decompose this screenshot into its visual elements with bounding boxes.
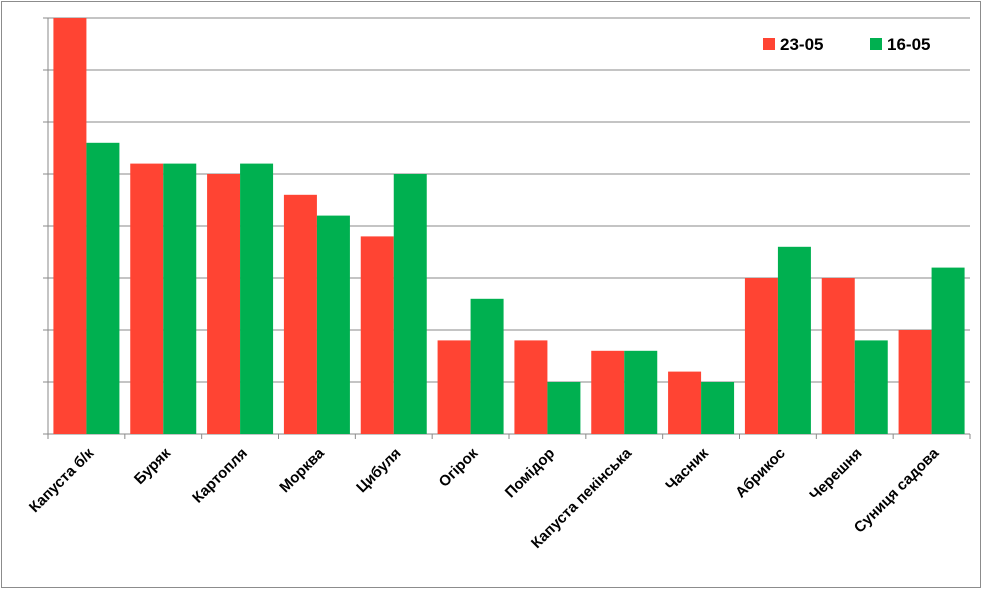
bar-16-05-8 — [701, 382, 735, 434]
x-tick-label: Капуста б/к — [26, 444, 98, 516]
x-tick-label: Абрикос — [732, 445, 789, 502]
x-tick-label: Огірок — [436, 444, 482, 490]
bar-16-05-7 — [624, 350, 658, 434]
x-tick-label: Черешня — [806, 445, 865, 504]
bar-16-05-3 — [316, 215, 350, 434]
bar-23-05-7 — [591, 350, 625, 434]
bar-16-05-0 — [86, 142, 120, 435]
x-tick-label: Цибуля — [353, 445, 404, 496]
x-tick-label: Суниця садова — [851, 444, 943, 536]
x-tick-label: Картопля — [189, 445, 251, 507]
bar-23-05-3 — [283, 194, 317, 434]
x-tick-label: Часник — [662, 444, 712, 494]
bar-23-05-8 — [668, 371, 702, 434]
x-tick-label: Буряк — [131, 444, 174, 487]
bar-16-05-6 — [547, 382, 581, 434]
legend-label-23-05: 23-05 — [780, 35, 823, 54]
bar-16-05-4 — [393, 174, 427, 434]
bar-23-05-5 — [437, 340, 471, 434]
bar-23-05-0 — [53, 18, 87, 434]
bars — [53, 18, 965, 435]
bar-16-05-5 — [470, 298, 504, 434]
x-tick-label: Помідор — [502, 445, 558, 501]
legend-swatch-23-05 — [763, 38, 775, 50]
legend-swatch-16-05 — [870, 38, 882, 50]
bar-16-05-11 — [931, 267, 965, 434]
legend: 23-05 16-05 — [763, 35, 930, 54]
bar-16-05-1 — [163, 163, 197, 434]
bar-23-05-10 — [821, 278, 855, 434]
legend-label-16-05: 16-05 — [887, 35, 930, 54]
bar-16-05-10 — [854, 340, 888, 434]
bar-23-05-2 — [207, 174, 241, 434]
gridlines — [48, 17, 970, 383]
bar-23-05-11 — [898, 330, 932, 434]
bar-16-05-2 — [240, 163, 274, 434]
bar-16-05-9 — [777, 246, 811, 434]
axes — [43, 17, 971, 439]
category-labels: Капуста б/к Буряк Картопля Морква Цибуля Огір… — [26, 444, 943, 552]
bar-23-05-1 — [130, 163, 164, 434]
bar-23-05-9 — [744, 278, 778, 434]
bar-23-05-4 — [360, 236, 394, 434]
x-tick-label: Морква — [276, 444, 328, 496]
bar-23-05-6 — [514, 340, 548, 434]
